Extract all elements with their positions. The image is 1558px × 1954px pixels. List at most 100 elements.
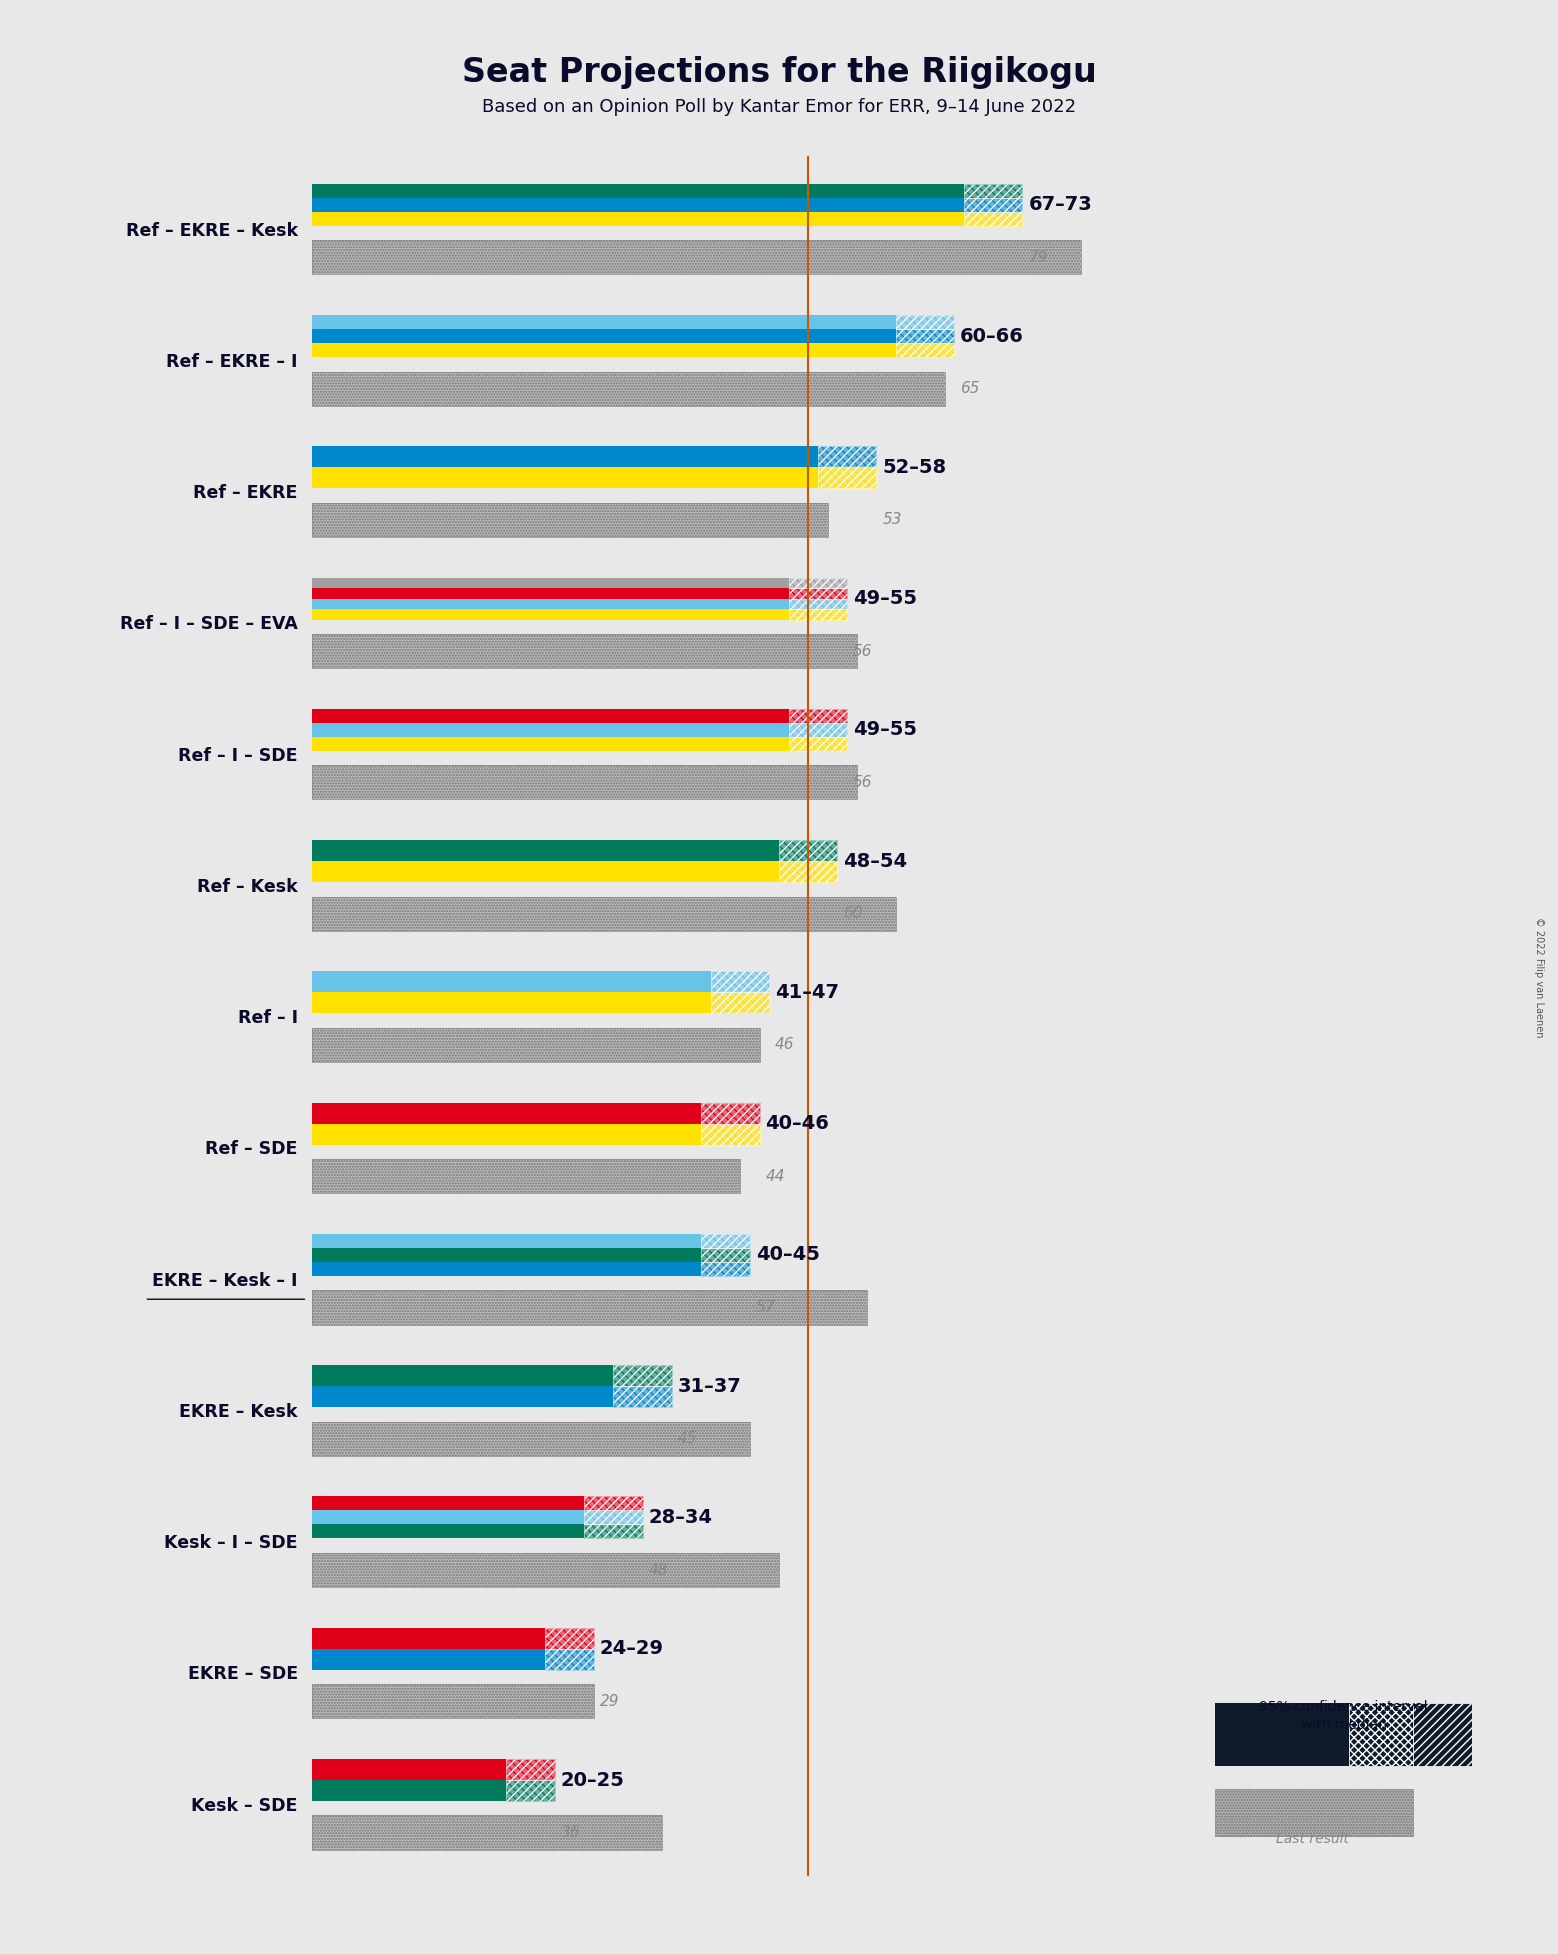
Bar bbox=[614, 1366, 671, 1385]
Bar bbox=[312, 709, 788, 723]
Bar bbox=[818, 467, 876, 488]
Bar bbox=[312, 635, 857, 668]
Bar bbox=[312, 1262, 701, 1276]
Bar bbox=[312, 240, 1081, 274]
Bar bbox=[545, 1628, 594, 1649]
Bar bbox=[896, 344, 953, 358]
Bar bbox=[312, 1124, 701, 1145]
Bar bbox=[788, 578, 848, 588]
Text: 20–25: 20–25 bbox=[561, 1770, 625, 1790]
Text: 40–45: 40–45 bbox=[756, 1245, 820, 1264]
Bar bbox=[964, 184, 1022, 197]
Bar bbox=[584, 1497, 642, 1510]
Bar bbox=[312, 862, 779, 881]
Bar bbox=[506, 1780, 555, 1802]
Bar bbox=[818, 446, 876, 467]
Bar bbox=[1215, 1790, 1413, 1837]
Bar bbox=[788, 578, 848, 588]
Text: 48: 48 bbox=[648, 1563, 668, 1577]
Bar bbox=[964, 197, 1022, 211]
Bar bbox=[312, 1759, 506, 1780]
Bar bbox=[312, 897, 896, 930]
Text: 49–55: 49–55 bbox=[854, 590, 918, 608]
Bar bbox=[614, 1385, 671, 1407]
Bar bbox=[312, 502, 827, 537]
Bar bbox=[312, 344, 896, 358]
Bar bbox=[896, 344, 953, 358]
Bar bbox=[896, 315, 953, 328]
Bar bbox=[312, 1628, 545, 1649]
Bar bbox=[312, 446, 818, 467]
Bar bbox=[896, 328, 953, 344]
Bar bbox=[312, 1159, 740, 1194]
Bar bbox=[312, 897, 896, 930]
Bar bbox=[701, 1102, 759, 1124]
Bar bbox=[312, 1649, 545, 1671]
Bar bbox=[964, 197, 1022, 211]
Bar bbox=[312, 1524, 584, 1538]
Text: 79: 79 bbox=[1028, 250, 1049, 266]
Bar bbox=[788, 610, 848, 619]
Bar bbox=[779, 840, 838, 862]
Bar bbox=[545, 1628, 594, 1649]
Bar bbox=[312, 371, 944, 406]
Text: Last result: Last result bbox=[1276, 1831, 1349, 1847]
Bar bbox=[788, 598, 848, 610]
Text: 60–66: 60–66 bbox=[960, 326, 1024, 346]
Bar bbox=[701, 1235, 749, 1249]
Bar bbox=[312, 1423, 749, 1456]
Bar bbox=[312, 1684, 594, 1718]
Bar bbox=[614, 1385, 671, 1407]
Bar bbox=[788, 737, 848, 750]
Text: 40–46: 40–46 bbox=[765, 1114, 829, 1133]
Bar bbox=[701, 1124, 759, 1145]
Bar bbox=[788, 610, 848, 619]
Bar bbox=[964, 211, 1022, 227]
Bar bbox=[788, 709, 848, 723]
Bar bbox=[964, 197, 1022, 211]
Bar bbox=[312, 737, 788, 750]
Bar bbox=[779, 840, 838, 862]
Bar bbox=[312, 328, 896, 344]
Text: 48–54: 48–54 bbox=[843, 852, 907, 871]
Bar bbox=[584, 1510, 642, 1524]
Bar bbox=[312, 1366, 614, 1385]
Bar bbox=[584, 1524, 642, 1538]
Text: © 2022 Filip van Laenen: © 2022 Filip van Laenen bbox=[1535, 916, 1544, 1038]
Bar bbox=[788, 737, 848, 750]
Bar bbox=[896, 328, 953, 344]
Bar bbox=[964, 184, 1022, 197]
Bar bbox=[779, 862, 838, 881]
Bar bbox=[710, 993, 770, 1014]
Bar bbox=[788, 598, 848, 610]
Bar bbox=[584, 1510, 642, 1524]
Bar bbox=[788, 709, 848, 723]
Text: Based on an Opinion Poll by Kantar Emor for ERR, 9–14 June 2022: Based on an Opinion Poll by Kantar Emor … bbox=[481, 98, 1077, 117]
Bar bbox=[964, 211, 1022, 227]
Bar bbox=[701, 1262, 749, 1276]
Bar bbox=[312, 1249, 701, 1262]
Bar bbox=[312, 1423, 749, 1456]
Bar bbox=[584, 1497, 642, 1510]
Bar bbox=[312, 993, 710, 1014]
Bar bbox=[701, 1249, 749, 1262]
Bar bbox=[788, 598, 848, 610]
Bar bbox=[818, 446, 876, 467]
Bar bbox=[312, 1290, 866, 1325]
Bar bbox=[506, 1780, 555, 1802]
Text: 56: 56 bbox=[854, 776, 872, 789]
Text: 29: 29 bbox=[600, 1694, 620, 1708]
Bar bbox=[312, 211, 964, 227]
Bar bbox=[964, 211, 1022, 227]
Bar bbox=[779, 862, 838, 881]
Bar bbox=[1349, 1702, 1413, 1766]
Bar bbox=[312, 610, 788, 619]
Bar bbox=[312, 1159, 740, 1194]
Bar bbox=[896, 328, 953, 344]
Bar bbox=[312, 766, 857, 799]
Bar bbox=[312, 1028, 760, 1063]
Bar bbox=[896, 344, 953, 358]
Bar bbox=[312, 723, 788, 737]
Bar bbox=[710, 971, 770, 993]
Bar bbox=[710, 971, 770, 993]
